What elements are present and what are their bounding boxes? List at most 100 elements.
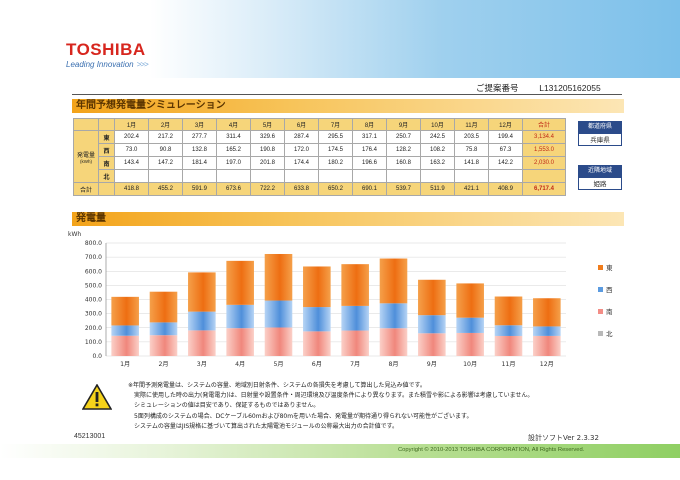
row-label: 南 — [98, 156, 115, 170]
table-cell — [148, 169, 183, 183]
table-cell — [488, 169, 523, 183]
copyright: Copyright © 2010-2013 TOSHIBA CORPORATIO… — [398, 447, 585, 453]
nearby-value: 姫路 — [578, 177, 622, 190]
note-line: シミュレーションの値は目安であり、保証するものではありません。 — [134, 402, 320, 410]
y-tick-label: 600.0 — [85, 268, 102, 275]
table-cell: 67.3 — [488, 143, 523, 157]
y-unit-label: kWh — [68, 231, 81, 238]
bar-segment — [494, 296, 523, 326]
table-cell: 311.4 — [216, 130, 251, 144]
table-cell: 90.8 — [148, 143, 183, 157]
table-cell: 165.2 — [216, 143, 251, 157]
table-cell: 160.8 — [386, 156, 421, 170]
month-header: 4月 — [216, 118, 251, 131]
table-cell: 242.5 — [420, 130, 455, 144]
month-header: 12月 — [488, 118, 523, 131]
bar-segment — [226, 304, 254, 329]
table-cell: 147.2 — [148, 156, 183, 170]
bar-segment — [341, 305, 369, 331]
x-tick-label: 9月 — [427, 361, 437, 368]
sum-row: 合計 418.8 455.2 591.9 673.6 722.2 633.8 650.2 690… — [73, 182, 566, 196]
month-header: 7月 — [318, 118, 353, 131]
row-total: 3,134.4 — [522, 130, 566, 144]
warning-icon — [82, 384, 112, 410]
bar-segment — [111, 335, 139, 356]
table-cell — [216, 169, 251, 183]
bar-segment — [149, 291, 178, 323]
bar-segment — [264, 300, 293, 328]
x-tick-label: 8月 — [388, 361, 398, 368]
sum-spacer — [98, 182, 115, 196]
table-cell — [386, 169, 421, 183]
table-row: 南 143.4 147.2 181.4 197.0 201.8 174.4 180.2 196.… — [74, 156, 566, 170]
bar-segment — [149, 322, 178, 336]
divider — [72, 94, 622, 95]
table-cell: 142.2 — [488, 156, 523, 170]
table-cell — [420, 169, 455, 183]
sum-cell: 591.9 — [182, 182, 217, 196]
table-cell: 199.4 — [488, 130, 523, 144]
x-tick-label: 12月 — [540, 361, 554, 368]
proposal-number-value: L131205162055 — [539, 83, 601, 93]
bar-segment — [111, 325, 139, 336]
month-header: 3月 — [182, 118, 217, 131]
table-cell: 317.1 — [352, 130, 387, 144]
note-line: 5面列構成のシステムの場合、DCケーブル60mおよび80mを用いた場合、発電量が… — [134, 412, 473, 420]
proposal-label: ご提案番号 — [476, 84, 519, 94]
bar-segment — [418, 279, 446, 316]
month-header: 8月 — [352, 118, 387, 131]
table-cell: 277.7 — [182, 130, 217, 144]
note-line: 実際に使用した時の出力(発電電力)は、日射量や設置条件・周辺環境及び温度条件によ… — [134, 392, 534, 400]
header-banner — [0, 0, 680, 78]
bar-segment — [226, 328, 254, 356]
header-corner — [73, 118, 99, 131]
bar-segment — [379, 258, 408, 304]
table-cell: 180.2 — [318, 156, 353, 170]
table-cell: 128.2 — [386, 143, 421, 157]
legend-label: 東 — [606, 263, 613, 272]
table-header-row: 1月 2月 3月 4月 5月 6月 7月 8月 9月 10月 11月 12月 合計 — [73, 118, 566, 131]
group-label-text: 発電量 — [76, 152, 95, 159]
table-cell: 190.8 — [250, 143, 285, 157]
table-cell — [284, 169, 319, 183]
bar-segment — [111, 296, 139, 326]
y-tick-label: 800.0 — [85, 240, 102, 247]
row-total: 2,030.0 — [522, 156, 566, 170]
bar-segment — [379, 303, 408, 329]
table-row: 西 73.0 90.8 132.8 165.2 190.8 172.0 174.5 176.4 1… — [74, 143, 566, 157]
month-header: 5月 — [250, 118, 285, 131]
bar-segment — [341, 264, 369, 306]
bar-segment — [418, 333, 446, 356]
generation-section-title: 発電量 — [72, 212, 624, 226]
table-cell — [352, 169, 387, 183]
prefecture-label: 都道府県 — [578, 121, 622, 133]
table-cell: 295.5 — [318, 130, 353, 144]
table-cell — [250, 169, 285, 183]
row-label: 西 — [98, 143, 115, 157]
bar-segment — [533, 335, 561, 356]
sum-cell: 722.2 — [250, 182, 285, 196]
bar-segment — [418, 315, 446, 334]
bar-segment — [188, 311, 216, 331]
table-row: 発電量 (kWh) 東 202.4 217.2 277.7 311.4 329.6 287.4 2… — [73, 130, 566, 183]
prefecture-value: 兵庫県 — [578, 133, 622, 146]
sum-cell: 408.9 — [488, 182, 523, 196]
bar-segment — [264, 253, 293, 301]
table-cell: 143.4 — [114, 156, 149, 170]
month-header: 1月 — [114, 118, 149, 131]
bar-segment — [303, 307, 331, 332]
sum-cell: 511.9 — [420, 182, 455, 196]
proposal-number: ご提案番号 L131205162055 — [476, 82, 601, 94]
sum-cell: 418.8 — [114, 182, 149, 196]
bar-segment — [226, 260, 254, 305]
month-header: 9月 — [386, 118, 421, 131]
x-tick-label: 2月 — [158, 361, 168, 368]
table-cell: 172.0 — [284, 143, 319, 157]
bar-segment — [533, 298, 561, 327]
note-line: ※年間予測発電量は、システムの容量、地域別日射条件、システムの各損失を考慮して算… — [128, 382, 426, 389]
bar-segment — [188, 272, 216, 312]
table-cell: 132.8 — [182, 143, 217, 157]
row-label: 東 — [98, 130, 115, 144]
table-cell: 250.7 — [386, 130, 421, 144]
table-cell — [114, 169, 149, 183]
